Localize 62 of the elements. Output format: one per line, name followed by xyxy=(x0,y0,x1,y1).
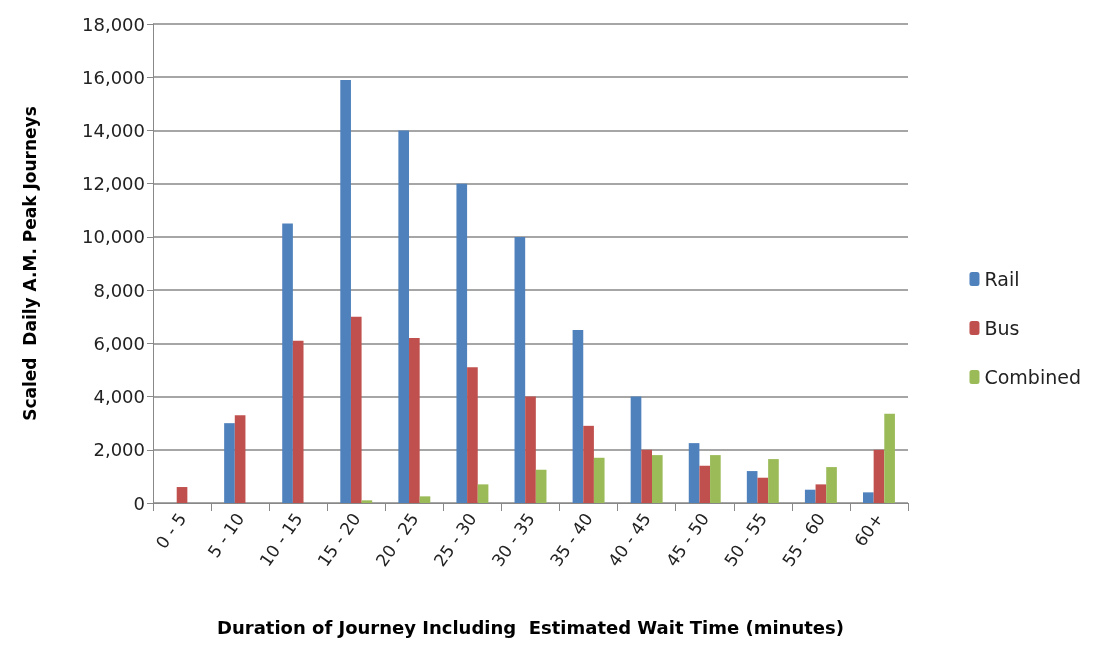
x-tick-label: 5 - 10 xyxy=(203,509,249,562)
y-tick-label: 6,000 xyxy=(93,332,145,354)
y-tick-label: 16,000 xyxy=(82,66,145,88)
bar xyxy=(419,496,431,503)
bar xyxy=(525,396,536,503)
x-tick-label: 55 - 60 xyxy=(778,509,830,571)
bar xyxy=(224,423,235,503)
bar xyxy=(467,367,478,503)
bar xyxy=(873,449,885,503)
bar xyxy=(340,79,351,503)
legend-label: Bus xyxy=(984,317,1020,339)
y-tick-label: 4,000 xyxy=(93,386,145,408)
bar xyxy=(710,455,721,503)
y-tick-label: 12,000 xyxy=(82,173,145,195)
legend-label: Rail xyxy=(984,268,1020,290)
bar xyxy=(641,449,652,503)
x-axis-title: Duration of Journey Including Estimated Wait Time (minutes) xyxy=(217,616,844,638)
x-tick-label: 35 - 40 xyxy=(545,509,597,571)
legend-label: Combined xyxy=(984,366,1081,388)
bar xyxy=(350,316,362,503)
bar xyxy=(757,477,769,503)
x-tick-label: 25 - 30 xyxy=(429,509,481,571)
bar xyxy=(746,471,758,503)
bar xyxy=(514,236,526,503)
bar xyxy=(282,223,293,503)
x-tick-label: 40 - 45 xyxy=(603,509,655,571)
bar xyxy=(768,459,779,503)
x-tick-label: 20 - 25 xyxy=(371,509,423,571)
x-tick-label: 30 - 35 xyxy=(487,509,539,571)
y-tick-label: 8,000 xyxy=(93,279,145,301)
x-tick-label: 45 - 50 xyxy=(661,509,713,571)
bar xyxy=(815,484,827,503)
bar xyxy=(804,489,816,503)
bar xyxy=(292,340,304,503)
bar xyxy=(651,455,663,503)
bar xyxy=(535,469,547,503)
x-tick-label: 10 - 15 xyxy=(255,509,307,571)
bar xyxy=(477,484,489,503)
bar xyxy=(593,457,605,503)
bar xyxy=(688,443,700,503)
bar xyxy=(884,413,895,503)
bar xyxy=(398,130,410,503)
bar xyxy=(409,338,420,503)
bar xyxy=(456,183,468,503)
bar xyxy=(234,415,246,503)
y-axis-title: Scaled Daily A.M. Peak Journeys xyxy=(19,106,40,421)
bar xyxy=(862,492,874,503)
y-tick-label: 2,000 xyxy=(93,439,145,461)
y-tick-label: 18,000 xyxy=(82,13,145,35)
x-tick-label: 0 - 5 xyxy=(151,509,191,553)
bar xyxy=(361,500,373,503)
bar xyxy=(630,396,642,503)
bar xyxy=(583,425,594,503)
y-tick-label: 0 xyxy=(133,492,145,514)
x-tick-label: 50 - 55 xyxy=(720,509,771,571)
y-tick-label: 10,000 xyxy=(82,226,145,248)
bar xyxy=(826,467,837,503)
x-tick-label: 15 - 20 xyxy=(313,509,365,571)
y-tick-label: 14,000 xyxy=(82,119,145,141)
bar xyxy=(572,330,584,503)
bar xyxy=(699,465,711,503)
bar xyxy=(176,487,188,503)
